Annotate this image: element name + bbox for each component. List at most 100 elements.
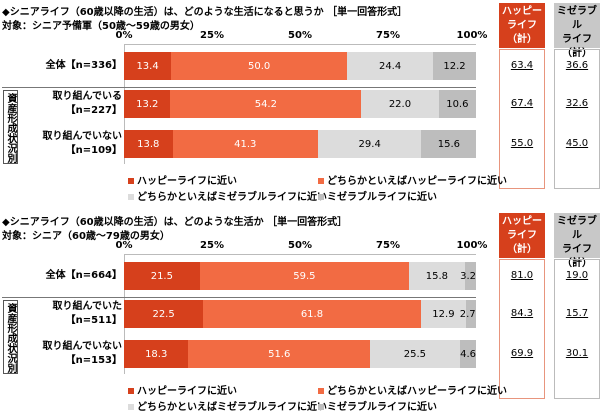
bar-segment: 22.5 bbox=[124, 300, 204, 328]
row-label-line: 【n=153】 bbox=[65, 355, 122, 366]
legend-label: どちらかといえばハッピーライフに近い bbox=[327, 176, 507, 187]
bar-segment: 18.3 bbox=[124, 340, 189, 368]
bar-segment: 2.7 bbox=[460, 300, 476, 328]
legend-swatch bbox=[318, 178, 324, 184]
bar-segment: 15.8 bbox=[409, 262, 465, 290]
summary-header-line: （計） bbox=[562, 258, 592, 269]
summary-value: 32.6 bbox=[565, 98, 589, 109]
stacked-bar-chart: ◆シニアライフ（60歳以降の生活）は、どのような生活になると思うか ［単一回答形… bbox=[0, 0, 600, 208]
summary-header-line: （計） bbox=[562, 48, 592, 59]
bar-segment: 12.9 bbox=[420, 300, 467, 328]
legend-swatch bbox=[128, 194, 134, 200]
bar-segment: 51.6 bbox=[188, 340, 371, 368]
bar-segment: 15.6 bbox=[421, 130, 477, 158]
summary-value: 69.9 bbox=[510, 348, 534, 359]
x-tick-label: 100% bbox=[456, 240, 488, 251]
summary-header-line: ハッピー bbox=[502, 216, 542, 227]
summary-value: 84.3 bbox=[510, 308, 534, 319]
bar-segment: 50.0 bbox=[171, 52, 348, 80]
stacked-bar-chart: ◆シニアライフ（60歳以降の生活）は、どのような生活か ［単一回答形式］ 対象：シ… bbox=[0, 210, 600, 418]
summary-value: 30.1 bbox=[565, 348, 589, 359]
legend-swatch bbox=[318, 194, 324, 200]
legend-swatch bbox=[128, 388, 134, 394]
legend-item: ハッピーライフに近い bbox=[128, 172, 237, 187]
legend-label: どちらかといえばハッピーライフに近い bbox=[327, 386, 507, 397]
row-label-line: 取り組んでいない bbox=[42, 341, 123, 352]
row-label-line: 取り組んでいない bbox=[42, 131, 123, 142]
x-tick-label: 50% bbox=[288, 240, 312, 251]
x-tick-label: 50% bbox=[288, 30, 312, 41]
row-label: 取り組んでいる 【n=227】 bbox=[53, 90, 123, 118]
x-tick-label: 0% bbox=[115, 240, 133, 251]
summary-column bbox=[499, 49, 545, 189]
chart-subtitle: 対象：シニア予備軍（50歳～59歳の男女） bbox=[2, 21, 200, 32]
legend-label: ミゼラブルライフに近い bbox=[327, 402, 437, 413]
summary-header: ミゼラブルライフ （計） bbox=[554, 213, 600, 269]
x-tick-label: 100% bbox=[456, 30, 488, 41]
x-axis-line bbox=[124, 44, 476, 45]
bar-segment: 25.5 bbox=[370, 340, 460, 368]
summary-header-line: ライフ bbox=[507, 230, 537, 241]
x-axis-line bbox=[124, 254, 476, 255]
chart-title: ◆シニアライフ（60歳以降の生活）は、どのような生活か ［単一回答形式］ bbox=[2, 217, 348, 228]
summary-column bbox=[499, 259, 545, 399]
bar-segment: 13.2 bbox=[124, 90, 171, 118]
row-label: 取り組んでいない 【n=109】 bbox=[43, 130, 123, 158]
stacked-bar: 13.8 41.3 29.4 15.6 bbox=[124, 130, 477, 158]
bar-segment: 13.8 bbox=[124, 130, 173, 158]
legend-item: どちらかといえばハッピーライフに近い bbox=[318, 172, 507, 187]
bar-segment: 10.6 bbox=[438, 90, 476, 118]
stacked-bar: 21.5 59.5 15.8 3.2 bbox=[124, 262, 476, 290]
legend-label: どちらかといえばミゼラブルライフに近い bbox=[137, 192, 327, 203]
row-label: 取り組んでいない【n=153】 bbox=[43, 340, 123, 368]
group-label: 資産形成状況別 bbox=[3, 90, 18, 164]
bar-segment: 4.6 bbox=[459, 340, 476, 368]
legend-item: ミゼラブルライフに近い bbox=[318, 188, 437, 203]
summary-value: 19.0 bbox=[565, 270, 589, 281]
legend-swatch bbox=[128, 178, 134, 184]
bar-segment: 12.2 bbox=[433, 52, 476, 80]
chart-title: ◆シニアライフ（60歳以降の生活）は、どのような生活になると思うか ［単一回答形… bbox=[2, 7, 408, 18]
row-label: 取り組んでいた 【n=511】 bbox=[53, 300, 123, 328]
summary-header-line: ミゼラブル bbox=[557, 216, 597, 241]
bar-segment: 41.3 bbox=[172, 130, 318, 158]
row-label-line: 【n=511】 bbox=[65, 315, 122, 326]
legend-item: ハッピーライフに近い bbox=[128, 382, 237, 397]
chart-subtitle: 対象：シニア（60歳～79歳の男女） bbox=[2, 231, 170, 242]
legend-item: どちらかといえばミゼラブルライフに近い bbox=[128, 188, 327, 203]
summary-value: 15.7 bbox=[565, 308, 589, 319]
stacked-bar: 13.2 54.2 22.0 10.6 bbox=[124, 90, 476, 118]
stacked-bar: 18.3 51.6 25.5 4.6 bbox=[124, 340, 476, 368]
row-label-line: 取り組んでいる bbox=[52, 91, 123, 102]
bar-segment: 24.4 bbox=[347, 52, 434, 80]
legend-item: どちらかといえばミゼラブルライフに近い bbox=[128, 398, 327, 413]
stacked-bar: 13.4 50.0 24.4 12.2 bbox=[124, 52, 476, 80]
summary-value: 45.0 bbox=[565, 138, 589, 149]
bar-segment: 22.0 bbox=[361, 90, 439, 118]
bar-segment: 29.4 bbox=[317, 130, 422, 158]
summary-header-line: ライフ bbox=[562, 244, 592, 255]
x-tick-label: 75% bbox=[376, 30, 400, 41]
legend-label: どちらかといえばミゼラブルライフに近い bbox=[137, 402, 327, 413]
group-separator bbox=[2, 87, 476, 88]
x-tick-label: 0% bbox=[115, 30, 133, 41]
row-label: 全体【n=336】 bbox=[46, 59, 122, 73]
summary-value: 67.4 bbox=[510, 98, 534, 109]
summary-header-line: ミゼラブル bbox=[557, 6, 597, 31]
legend-item: ミゼラブルライフに近い bbox=[318, 398, 437, 413]
summary-header-line: ハッピー bbox=[502, 6, 542, 17]
row-label: 全体【n=664】 bbox=[46, 269, 122, 283]
legend-label: ハッピーライフに近い bbox=[137, 386, 237, 397]
bar-segment: 13.4 bbox=[124, 52, 172, 80]
summary-header: ハッピー ライフ （計） bbox=[499, 213, 545, 258]
legend-label: ミゼラブルライフに近い bbox=[327, 192, 437, 203]
x-tick-label: 25% bbox=[200, 240, 224, 251]
summary-value: 63.4 bbox=[510, 60, 534, 71]
legend-swatch bbox=[128, 404, 134, 410]
bar-segment: 61.8 bbox=[203, 300, 421, 328]
summary-value: 36.6 bbox=[565, 60, 589, 71]
summary-header-line: ライフ bbox=[507, 20, 537, 31]
summary-value: 55.0 bbox=[510, 138, 534, 149]
legend-swatch bbox=[318, 388, 324, 394]
legend-label: ハッピーライフに近い bbox=[137, 176, 237, 187]
